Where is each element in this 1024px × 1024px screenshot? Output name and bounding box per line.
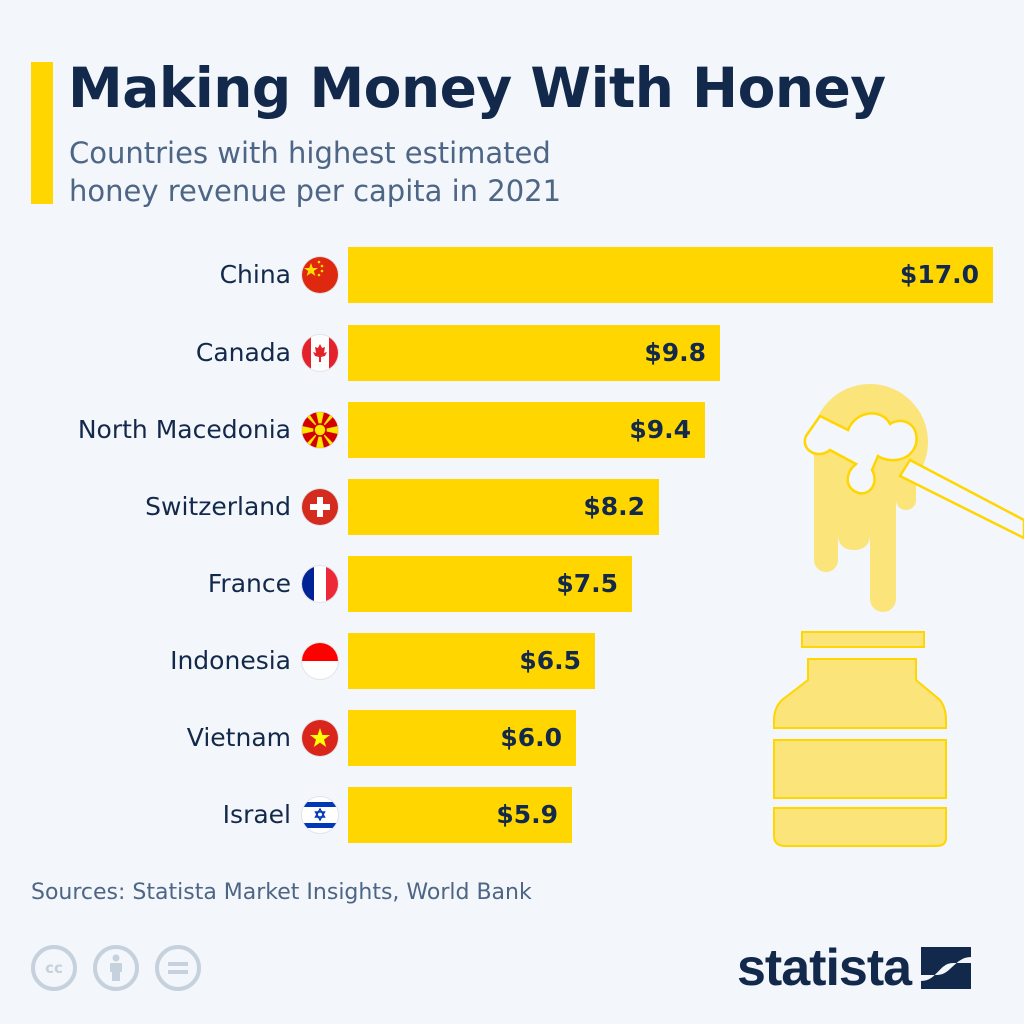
cc-icon[interactable]: cc (31, 945, 77, 991)
value-label: $17.0 (899, 260, 979, 289)
value-label: $8.2 (583, 492, 645, 521)
france-flag-icon (302, 566, 338, 602)
bar: $9.4 (348, 402, 705, 458)
bar: $9.8 (348, 325, 720, 381)
source-note: Sources: Statista Market Insights, World… (31, 880, 532, 905)
value-label: $9.8 (644, 338, 706, 367)
equals-icon (168, 962, 188, 974)
bar: $6.0 (348, 710, 576, 766)
chart-subtitle: Countries with highest estimated honey r… (69, 134, 561, 210)
bar: $7.5 (348, 556, 632, 612)
chart-row-switzerland: Switzerland $8.2 (0, 479, 1024, 535)
chart-row-france: France $7.5 (0, 556, 1024, 612)
chart-row-china: China $17.0 (0, 247, 1024, 303)
attribution-icon[interactable] (93, 945, 139, 991)
bar: $5.9 (348, 787, 572, 843)
china-flag-icon (302, 257, 338, 293)
country-label: Vietnam (186, 723, 291, 752)
dipper-icon (803, 412, 1024, 540)
value-label: $6.0 (500, 723, 562, 752)
chart-title: Making Money With Honey (68, 56, 886, 120)
value-label: $7.5 (556, 569, 618, 598)
country-label: France (207, 569, 291, 598)
subtitle-line-1: Countries with highest estimated (69, 136, 551, 170)
value-label: $6.5 (519, 646, 581, 675)
chart-row-israel: Israel $5.9 (0, 787, 1024, 843)
indonesia-flag-icon (302, 643, 338, 679)
north-macedonia-flag-icon (302, 412, 338, 448)
country-label: Israel (222, 800, 291, 829)
chart-row-vietnam: Vietnam $6.0 (0, 710, 1024, 766)
cc-label: cc (45, 959, 63, 977)
bar: $17.0 (348, 247, 993, 303)
country-label: Indonesia (170, 646, 291, 675)
no-derivatives-icon[interactable] (155, 945, 201, 991)
canada-flag-icon (302, 335, 338, 371)
chart-row-north-macedonia: North Macedonia $9.4 (0, 402, 1024, 458)
honey-jar-icon (773, 631, 947, 847)
switzerland-flag-icon (302, 489, 338, 525)
country-label: North Macedonia (77, 415, 291, 444)
israel-flag-icon (302, 797, 338, 833)
vietnam-flag-icon (302, 720, 338, 756)
bar: $6.5 (348, 633, 595, 689)
country-label: Canada (195, 338, 291, 367)
country-label: China (219, 260, 291, 289)
statista-mark-icon (921, 947, 972, 989)
value-label: $9.4 (629, 415, 691, 444)
value-label: $5.9 (496, 800, 558, 829)
country-label: Switzerland (145, 492, 291, 521)
subtitle-line-2: honey revenue per capita in 2021 (69, 174, 562, 208)
honey-illustration (773, 384, 1024, 847)
logo-text: statista (737, 939, 912, 997)
chart-row-indonesia: Indonesia $6.5 (0, 633, 1024, 689)
title-accent-bar (31, 62, 53, 204)
person-icon (110, 954, 122, 981)
statista-logo[interactable]: statista (737, 938, 972, 998)
bar: $8.2 (348, 479, 659, 535)
chart-row-canada: Canada $9.8 (0, 325, 1024, 381)
